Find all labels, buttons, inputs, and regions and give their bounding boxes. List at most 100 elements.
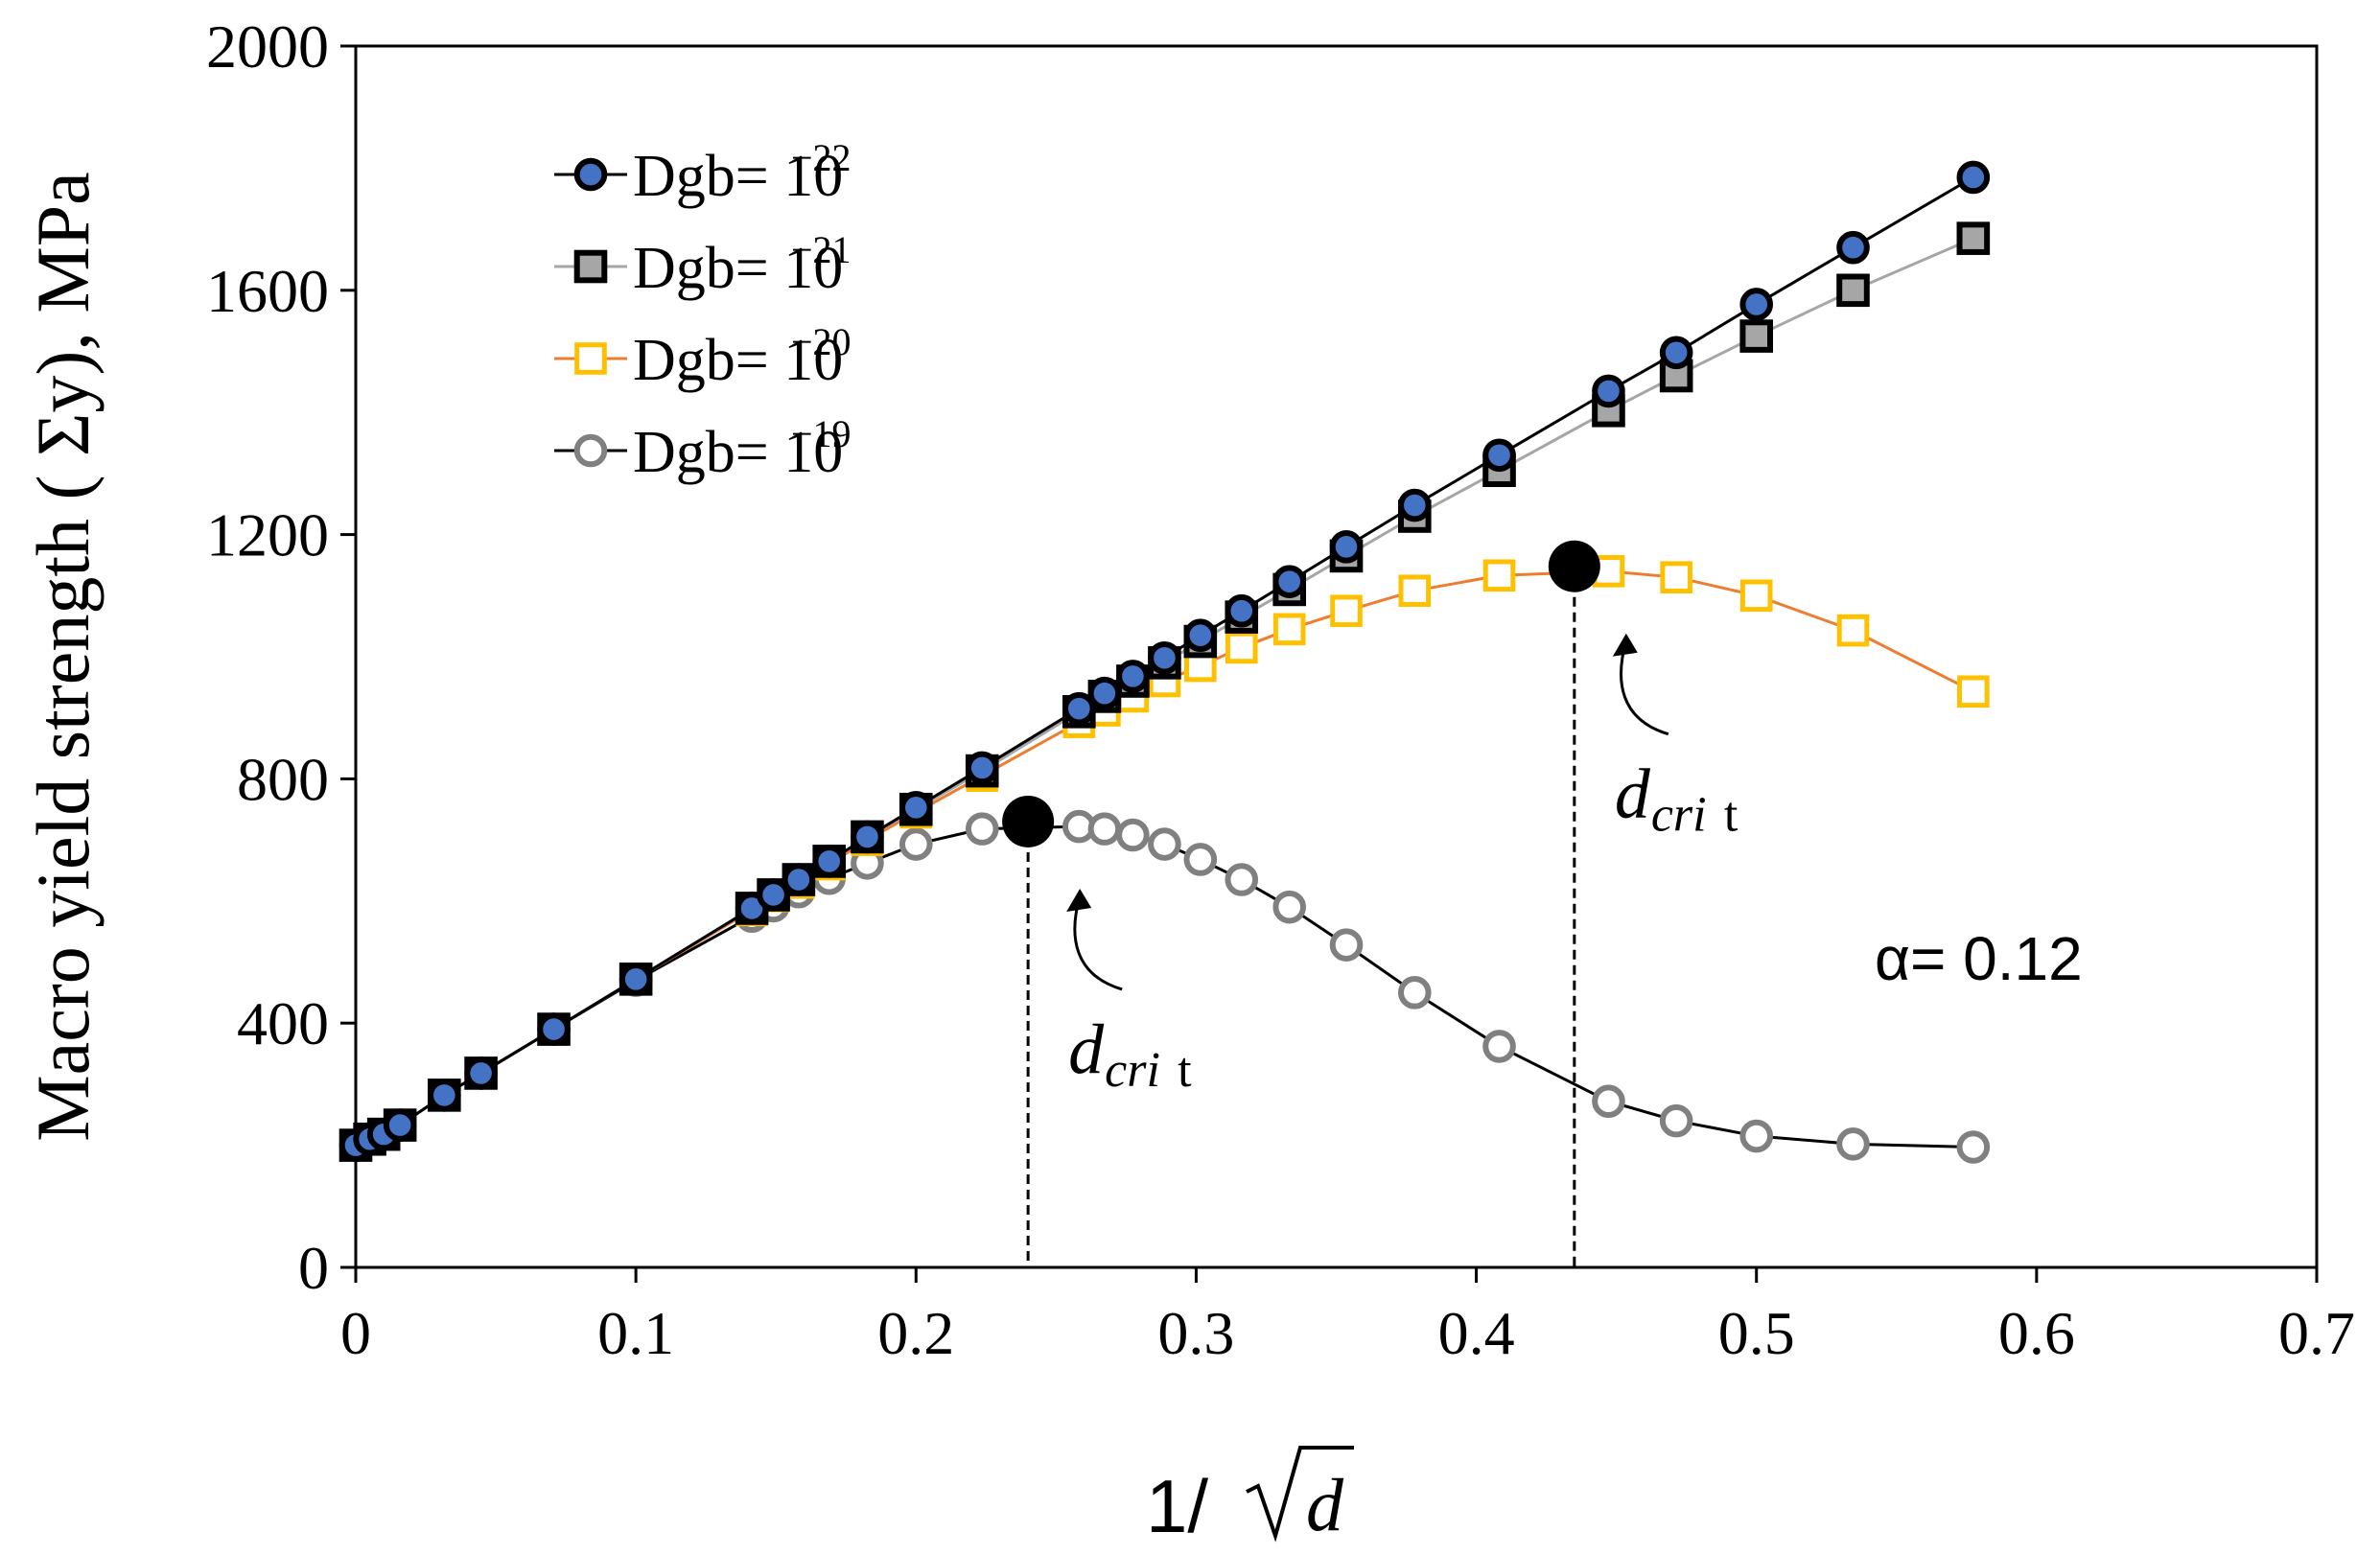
data-point-series-3: [1148, 827, 1181, 861]
x-tick-label: 0.5: [1718, 1299, 1795, 1367]
data-point-series-0: [537, 1012, 571, 1046]
sqrt-symbol: [1246, 1446, 1354, 1543]
y-tick-label: 800: [237, 745, 329, 813]
legend-label-2: Dgb= 10: [633, 328, 843, 393]
legend-exponent-0: −22: [791, 136, 852, 179]
data-point-series-3: [1836, 1127, 1870, 1161]
data-point-series-0: [1087, 676, 1122, 710]
data-point-series-0: [1836, 230, 1870, 265]
data-point-series-0: [1956, 160, 1991, 195]
series-markers: [338, 160, 1991, 1164]
data-point-series-0: [898, 791, 933, 824]
data-point-series-0: [383, 1108, 417, 1142]
critical-label-d: d: [1068, 1010, 1105, 1089]
x-axis-title: 1/ d: [1146, 1446, 1354, 1548]
data-point-series-3: [965, 812, 999, 846]
x-tick-label: 0.2: [877, 1299, 954, 1367]
data-point-series-1: [1956, 221, 1991, 255]
x-tick-label: 0.4: [1438, 1299, 1515, 1367]
critical-point-marker: [1548, 540, 1600, 592]
critical-label-sub: cri: [1105, 1043, 1160, 1098]
legend-marker-3: [573, 433, 608, 468]
data-point-series-0: [1183, 618, 1218, 653]
data-point-series-2: [1225, 631, 1258, 664]
x-tick-label: 0.6: [1998, 1299, 2075, 1367]
data-point-series-0: [1329, 530, 1364, 564]
alpha-annotation: α= 0.12: [1875, 924, 2083, 993]
data-point-series-1: [1836, 273, 1870, 308]
data-point-series-0: [428, 1079, 461, 1112]
x-axis-title-variable: d: [1306, 1463, 1344, 1546]
legend-marker-1: [573, 249, 608, 284]
x-tick-label: 0.1: [597, 1299, 674, 1367]
y-tick-label: 400: [237, 989, 329, 1057]
critical-label-tail: t: [1724, 788, 1738, 843]
legend-marker-2: [574, 342, 607, 375]
data-point-series-0: [1225, 593, 1259, 628]
y-axis-ticks: 0 400 800 1200 1600 2000: [206, 12, 356, 1302]
data-point-series-3: [1659, 1103, 1693, 1138]
legend-label-0: Dgb= 10: [633, 144, 843, 209]
data-point-series-3: [1183, 843, 1218, 876]
data-point-series-1: [1739, 319, 1774, 353]
data-point-series-3: [1739, 1119, 1774, 1153]
data-point-series-3: [1398, 976, 1432, 1010]
critical-arrow: [1073, 895, 1123, 991]
critical-arrowhead: [1612, 633, 1638, 657]
critical-label-tail: t: [1178, 1043, 1192, 1098]
x-axis-ticks: 0 0.1 0.2 0.3 0.4 0.5 0.6 0.7: [340, 1267, 2355, 1367]
data-point-series-0: [1659, 336, 1693, 370]
data-point-series-2: [1739, 579, 1773, 613]
data-point-series-0: [812, 845, 847, 878]
data-point-series-3: [1482, 1030, 1516, 1063]
data-point-series-2: [1330, 594, 1363, 628]
y-axis-title: Macro yield strength ( Σy), MPa: [21, 172, 105, 1142]
x-tick-label: 0.7: [2278, 1299, 2355, 1367]
data-point-series-3: [1272, 890, 1307, 924]
data-point-series-0: [1739, 288, 1774, 321]
data-point-series-0: [1482, 438, 1516, 473]
legend-label-1: Dgb= 10: [633, 236, 843, 301]
x-tick-label: 0.3: [1157, 1299, 1234, 1367]
critical-point-annotations: d cri td cri t: [1026, 566, 1738, 1267]
data-point-series-0: [1272, 565, 1307, 598]
data-point-series-2: [1398, 574, 1432, 608]
data-point-series-0: [618, 963, 653, 996]
critical-label-d: d: [1615, 755, 1651, 834]
data-point-series-0: [757, 878, 790, 912]
y-tick-label: 1200: [206, 501, 329, 569]
data-point-series-3: [1956, 1130, 1991, 1164]
data-point-series-2: [1272, 613, 1306, 646]
y-tick-label: 1600: [206, 257, 329, 325]
legend-exponent-2: −20: [791, 320, 852, 363]
critical-arrow: [1620, 640, 1669, 736]
data-point-series-0: [464, 1056, 498, 1090]
critical-label-sub: cri: [1651, 788, 1707, 843]
data-point-series-3: [1116, 818, 1150, 852]
data-point-series-0: [1148, 640, 1181, 675]
data-point-series-2: [1660, 561, 1692, 593]
data-point-series-0: [782, 863, 816, 896]
data-point-series-3: [1087, 812, 1122, 846]
data-point-series-0: [1116, 660, 1150, 693]
data-point-series-2: [1836, 614, 1870, 647]
plot-frame: [354, 44, 2319, 1269]
data-point-series-0: [1592, 374, 1625, 408]
legend-label-3: Dgb= 10: [633, 420, 843, 485]
data-point-series-2: [1482, 559, 1516, 592]
data-point-series-2: [1957, 675, 1990, 708]
data-point-series-0: [1062, 691, 1096, 726]
x-tick-label: 0: [340, 1299, 371, 1367]
data-point-series-3: [1592, 1084, 1625, 1119]
y-tick-label: 2000: [206, 12, 329, 81]
data-point-series-3: [898, 827, 933, 861]
data-point-series-0: [851, 820, 884, 854]
x-axis-title-prefix: 1/: [1146, 1464, 1208, 1548]
critical-point-marker: [1002, 795, 1055, 847]
data-point-series-3: [1329, 928, 1364, 962]
data-point-series-0: [965, 751, 999, 785]
critical-arrowhead: [1066, 888, 1092, 912]
data-point-series-0: [1398, 488, 1432, 522]
data-point-series-3: [1225, 863, 1259, 896]
